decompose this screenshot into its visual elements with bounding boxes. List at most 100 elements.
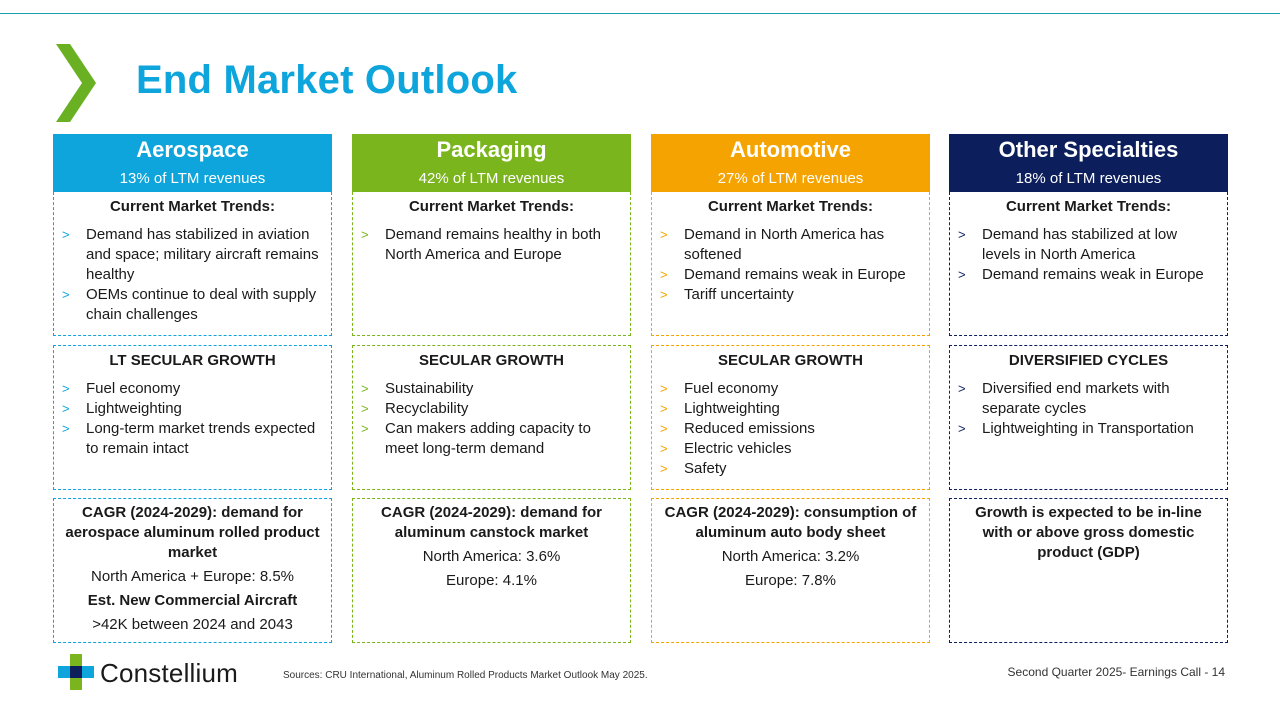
cagr-title: CAGR (2024-2029): demand for aerospace a… xyxy=(65,504,320,561)
market-trends-box: Current Market Trends: > Demand in North A… xyxy=(651,192,930,336)
growth-box: DIVERSIFIED CYCLES > Diversified end marke… xyxy=(949,345,1228,490)
bullet-arrow-icon: > xyxy=(958,381,966,396)
bullet-list: > Demand has stabilized in aviation and s… xyxy=(54,225,331,325)
bullet-list: > Demand has stabilized at low levels in … xyxy=(950,225,1227,285)
bullet-list: > Fuel economy > Lightweighting > Reduced emi… xyxy=(652,379,929,479)
page-title: End Market Outlook xyxy=(136,58,518,102)
column-header: Automotive 27% of LTM revenues xyxy=(651,134,930,192)
cagr-box: Growth is expected to be in-line with or… xyxy=(949,498,1228,643)
bullet-text: Demand has stabilized in aviation and sp… xyxy=(86,226,319,283)
bullet-item: > Tariff uncertainty xyxy=(660,285,917,305)
bullet-text: Demand remains healthy in both North Ame… xyxy=(385,226,601,263)
column-specialties: Other Specialties 18% of LTM revenues Curr… xyxy=(949,134,1228,643)
bullet-text: Demand remains weak in Europe xyxy=(684,266,906,283)
bullet-arrow-icon: > xyxy=(660,381,668,396)
trends-title: Current Market Trends: xyxy=(707,198,874,215)
bullet-item: > Lightweighting xyxy=(660,399,917,419)
bullet-item: > Lightweighting in Transportation xyxy=(958,419,1215,439)
growth-title: DIVERSIFIED CYCLES xyxy=(1008,352,1169,369)
bullet-item: > Electric vehicles xyxy=(660,439,917,459)
bullet-text: OEMs continue to deal with supply chain … xyxy=(86,286,317,323)
bullet-item: > Demand remains weak in Europe xyxy=(660,265,917,285)
column-header: Other Specialties 18% of LTM revenues xyxy=(949,134,1228,192)
bullet-text: Lightweighting in Transportation xyxy=(982,420,1194,437)
market-trends-box: Current Market Trends: > Demand has stabil… xyxy=(949,192,1228,336)
column-title: Automotive xyxy=(730,137,851,162)
bullet-item: > Can makers adding capacity to meet long… xyxy=(361,419,618,459)
chevron-logo-icon xyxy=(56,44,96,122)
bullet-arrow-icon: > xyxy=(660,287,668,302)
bullet-item: > Long-term market trends expected to rem… xyxy=(62,419,319,459)
bullet-text: Demand in North America has softened xyxy=(684,226,885,263)
bullet-item: > Fuel economy xyxy=(660,379,917,399)
bullet-text: Sustainability xyxy=(385,380,474,397)
cagr-box: CAGR (2024-2029): demand for aluminum ca… xyxy=(352,498,631,643)
cagr-value: North America: 3.6% xyxy=(422,548,561,565)
bullet-item: > Recyclability xyxy=(361,399,618,419)
column-automotive: Automotive 27% of LTM revenues Current Mar… xyxy=(651,134,930,643)
bullet-arrow-icon: > xyxy=(62,401,70,416)
logo-wordmark: Constellium xyxy=(100,658,239,688)
column-subtitle: 27% of LTM revenues xyxy=(717,170,864,187)
trends-title: Current Market Trends: xyxy=(1005,198,1172,215)
cagr-box: CAGR (2024-2029): consumption of aluminu… xyxy=(651,498,930,643)
bullet-item: > Reduced emissions xyxy=(660,419,917,439)
bullet-arrow-icon: > xyxy=(660,267,668,282)
bullet-arrow-icon: > xyxy=(361,381,369,396)
footer-page-info: Second Quarter 2025- Earnings Call - 14 xyxy=(1007,665,1225,679)
column-title: Aerospace xyxy=(136,137,249,162)
bullet-item: > Demand has stabilized at low levels in … xyxy=(958,225,1215,265)
cagr-box: CAGR (2024-2029): demand for aerospace a… xyxy=(53,498,332,643)
bullet-arrow-icon: > xyxy=(62,381,70,396)
column-subtitle: 42% of LTM revenues xyxy=(418,170,565,187)
cagr-value: North America: 3.2% xyxy=(721,548,860,565)
bullet-list: > Sustainability > Recyclability > Can makers… xyxy=(353,379,630,459)
column-subtitle: 18% of LTM revenues xyxy=(1015,170,1162,187)
bullet-arrow-icon: > xyxy=(660,461,668,476)
bullet-item: > Sustainability xyxy=(361,379,618,399)
bullet-text: Long-term market trends expected to rema… xyxy=(86,420,316,457)
bullet-item: > Demand remains weak in Europe xyxy=(958,265,1215,285)
bullet-item: > OEMs continue to deal with supply chain… xyxy=(62,285,319,325)
market-trends-box: Current Market Trends: > Demand has stabil… xyxy=(53,192,332,336)
column-aerospace: Aerospace 13% of LTM revenues Current Mark… xyxy=(53,134,332,643)
column-title: Packaging xyxy=(436,137,547,162)
bullet-arrow-icon: > xyxy=(660,401,668,416)
bullet-text: Recyclability xyxy=(385,400,469,417)
column-subtitle: 13% of LTM revenues xyxy=(119,170,266,187)
bullet-arrow-icon: > xyxy=(660,441,668,456)
market-trends-box: Current Market Trends: > Demand remains he… xyxy=(352,192,631,336)
bullet-list: > Diversified end markets with separate c… xyxy=(950,379,1227,439)
bullet-item: > Demand in North America has softened xyxy=(660,225,917,265)
bullet-text: Demand remains weak in Europe xyxy=(982,266,1204,283)
cagr-value: Europe: 7.8% xyxy=(745,572,836,589)
column-header: Aerospace 13% of LTM revenues xyxy=(53,134,332,192)
bullet-arrow-icon: > xyxy=(958,267,966,282)
column-header: Packaging 42% of LTM revenues xyxy=(352,134,631,192)
bullet-text: Can makers adding capacity to meet long-… xyxy=(385,420,591,457)
growth-title: SECULAR GROWTH xyxy=(718,352,863,369)
trends-title: Current Market Trends: xyxy=(408,198,575,215)
bullet-arrow-icon: > xyxy=(361,421,369,436)
bullet-text: Diversified end markets with separate cy… xyxy=(982,380,1170,417)
bullet-item: > Demand has stabilized in aviation and s… xyxy=(62,225,319,285)
growth-box: SECULAR GROWTH > Fuel economy > Lightweighti… xyxy=(651,345,930,490)
bullet-arrow-icon: > xyxy=(62,227,70,242)
sources-note: Sources: CRU International, Aluminum Rol… xyxy=(283,670,648,681)
bullet-arrow-icon: > xyxy=(660,421,668,436)
bullet-item: > Demand remains healthy in both North Am… xyxy=(361,225,618,265)
bullet-item: > Lightweighting xyxy=(62,399,319,419)
bullet-text: Fuel economy xyxy=(86,380,181,397)
bullet-text: Reduced emissions xyxy=(684,420,815,437)
bullet-list: > Fuel economy > Lightweighting > Long-term m… xyxy=(54,379,331,459)
bullet-arrow-icon: > xyxy=(62,421,70,436)
bullet-text: Lightweighting xyxy=(86,400,182,417)
bullet-text: Safety xyxy=(684,460,727,477)
bullet-list: > Demand remains healthy in both North Am… xyxy=(353,225,630,265)
bullet-text: Lightweighting xyxy=(684,400,780,417)
cagr-subtitle: Est. New Commercial Aircraft xyxy=(87,592,298,609)
bullet-list: > Demand in North America has softened > De… xyxy=(652,225,929,305)
bullet-arrow-icon: > xyxy=(361,401,369,416)
bullet-arrow-icon: > xyxy=(660,227,668,242)
bullet-text: Demand has stabilized at low levels in N… xyxy=(982,226,1178,263)
